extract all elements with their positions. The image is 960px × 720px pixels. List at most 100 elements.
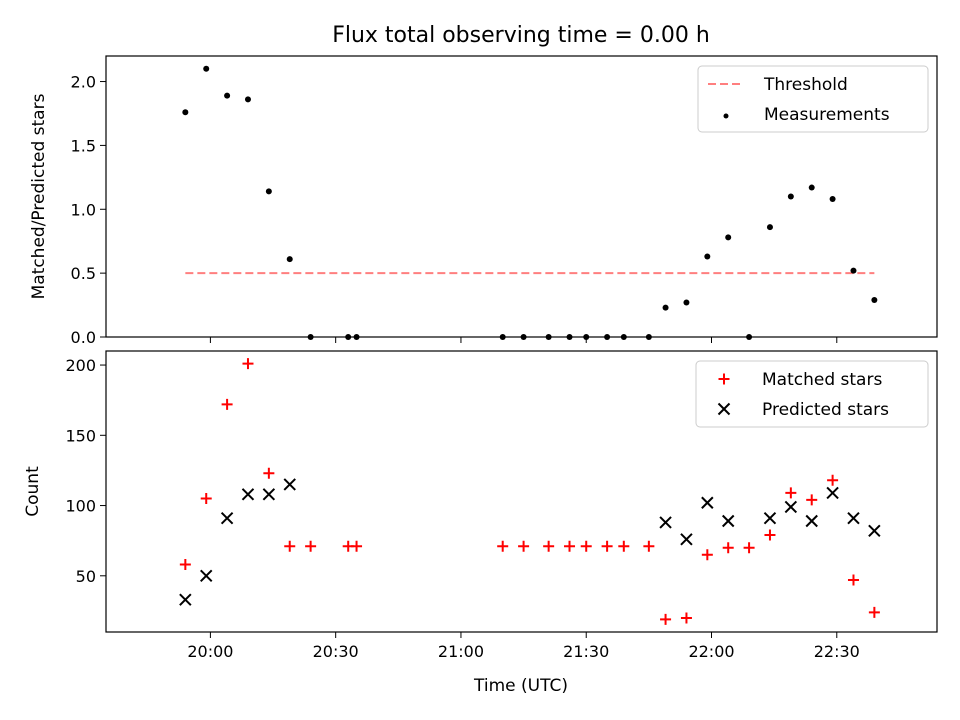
data-point	[826, 486, 839, 500]
legend-label: Threshold	[763, 75, 848, 95]
data-point	[286, 256, 293, 263]
y-tick-label: 100	[65, 497, 96, 516]
data-point	[543, 540, 555, 552]
data-point	[499, 334, 506, 340]
data-point	[643, 540, 655, 552]
y-tick-label: 1.5	[71, 136, 96, 155]
data-point	[683, 299, 690, 306]
data-point	[283, 478, 296, 491]
data-point	[680, 533, 693, 546]
y-tick-label: 0.0	[71, 328, 96, 347]
data-point	[784, 500, 798, 514]
data-point	[871, 296, 878, 303]
data-point	[850, 267, 857, 274]
y-axis-label: Matched/Predicted stars	[29, 93, 49, 299]
y-tick-label: 50	[76, 567, 96, 586]
legend-box	[695, 360, 929, 428]
data-point	[182, 109, 189, 116]
data-point	[263, 467, 275, 479]
data-point	[241, 488, 255, 501]
y-tick-label: 0.5	[71, 264, 96, 283]
legend-box	[697, 65, 929, 133]
x-axis-label: Time (UTC)	[473, 676, 568, 696]
data-point	[520, 334, 527, 340]
data-point	[518, 540, 530, 552]
data-point	[746, 334, 753, 340]
y-tick-label: 200	[65, 356, 96, 375]
data-point	[868, 524, 881, 538]
data-point	[351, 540, 363, 552]
data-point	[847, 511, 860, 525]
data-point	[618, 540, 630, 552]
data-point	[545, 334, 552, 340]
x-tick-label: 20:30	[313, 642, 359, 661]
data-point	[763, 511, 777, 525]
data-point	[244, 96, 251, 103]
data-point	[743, 542, 755, 554]
data-point	[179, 559, 191, 571]
data-point	[785, 487, 797, 499]
y-tick-label: 150	[65, 426, 96, 445]
data-point	[497, 540, 509, 552]
data-point	[827, 474, 839, 486]
data-point	[265, 188, 272, 195]
data-point	[262, 488, 276, 501]
series-matched-stars	[179, 358, 880, 625]
legend-label: Predicted stars	[762, 400, 889, 420]
data-point	[847, 574, 859, 586]
data-point	[725, 234, 732, 241]
data-point	[662, 304, 669, 311]
data-point	[645, 334, 652, 340]
legend-swatch	[723, 113, 729, 119]
data-point	[806, 494, 818, 506]
x-tick-label: 22:30	[814, 642, 860, 661]
data-point	[200, 569, 213, 583]
legend: Matched stars Predicted stars	[695, 360, 929, 428]
data-point	[200, 493, 212, 505]
plot-frame	[105, 350, 938, 633]
x-tick-label: 21:30	[563, 642, 609, 661]
data-point	[580, 540, 592, 552]
x-tick-label: 22:00	[688, 642, 734, 661]
data-point	[620, 334, 627, 340]
ratio-panel: 0.0 0.5 1.0 1.5 2.0 Matched/Predicted stars Th…	[29, 55, 938, 347]
legend-label: Matched stars	[762, 370, 882, 390]
data-point	[704, 253, 711, 260]
legend-swatch	[717, 402, 731, 416]
data-point	[701, 496, 714, 509]
data-point	[808, 184, 815, 191]
data-point	[345, 334, 352, 340]
data-point	[220, 511, 234, 525]
data-point	[604, 334, 611, 340]
data-point	[766, 224, 773, 231]
legend: Threshold Measurements	[697, 65, 929, 133]
data-point	[203, 65, 210, 72]
x-tick-label: 21:00	[438, 642, 484, 661]
chart-title: Flux total observing time = 0.00 h	[332, 23, 710, 48]
data-point	[242, 358, 254, 370]
legend-label: Measurements	[764, 105, 890, 125]
series-measurements	[182, 65, 878, 340]
data-point	[566, 334, 573, 340]
series-predicted-stars	[179, 478, 881, 606]
data-point	[224, 92, 231, 99]
data-point	[583, 334, 590, 340]
data-point	[829, 196, 836, 203]
data-point	[722, 542, 734, 554]
data-point	[179, 593, 192, 606]
data-point	[564, 540, 576, 552]
y-axis-label: Count	[23, 466, 43, 517]
data-point	[284, 540, 296, 552]
data-point	[787, 193, 794, 200]
data-point	[221, 398, 233, 410]
data-point	[305, 540, 317, 552]
data-point	[307, 334, 314, 340]
data-point	[659, 516, 672, 529]
data-point	[601, 540, 613, 552]
legend-swatch	[718, 373, 730, 385]
data-point	[805, 514, 818, 528]
count-panel: 50 100 150 200 Count 20:00 20:30 21:00 21:30 22:0…	[23, 350, 938, 661]
data-point	[868, 606, 880, 618]
data-point	[721, 514, 735, 528]
